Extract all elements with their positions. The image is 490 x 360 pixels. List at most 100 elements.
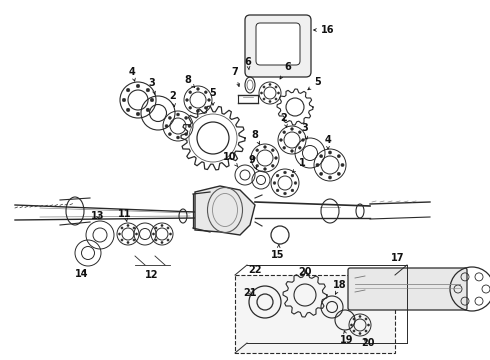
Text: 2: 2 [170,91,176,107]
Text: 18: 18 [333,280,347,294]
Circle shape [189,91,192,94]
Text: 4: 4 [129,67,135,81]
Circle shape [284,192,286,195]
Circle shape [368,324,369,326]
Circle shape [291,127,294,130]
Circle shape [274,157,277,159]
Circle shape [269,84,271,86]
Text: 12: 12 [145,270,159,280]
Circle shape [189,106,192,109]
Text: 15: 15 [271,244,285,260]
Circle shape [263,98,265,100]
Circle shape [365,318,367,320]
Circle shape [126,88,130,92]
Circle shape [284,171,286,174]
Circle shape [165,125,168,127]
Circle shape [161,224,163,226]
Circle shape [167,227,169,229]
Circle shape [337,154,341,158]
Circle shape [204,106,207,109]
Circle shape [353,330,355,332]
FancyBboxPatch shape [348,268,467,310]
Text: 20: 20 [298,267,312,277]
Circle shape [127,224,129,226]
Text: 6: 6 [280,62,292,79]
Circle shape [341,163,344,167]
Circle shape [275,86,277,88]
Circle shape [196,109,199,112]
Circle shape [291,174,294,177]
Circle shape [185,116,188,120]
Circle shape [337,172,341,175]
Circle shape [294,181,297,184]
Circle shape [133,227,135,229]
Circle shape [298,147,301,149]
Circle shape [204,91,207,94]
Circle shape [146,108,150,112]
Circle shape [328,176,332,179]
Circle shape [136,112,140,116]
Circle shape [269,100,271,103]
Circle shape [319,172,323,175]
Circle shape [169,132,171,136]
Circle shape [291,189,294,192]
Circle shape [167,239,169,241]
Text: 13: 13 [91,211,105,221]
Circle shape [136,84,140,88]
Text: 3: 3 [148,78,155,94]
Text: 14: 14 [75,269,89,279]
Circle shape [291,150,294,152]
Circle shape [161,242,163,244]
Circle shape [264,145,267,148]
Polygon shape [195,186,255,235]
Circle shape [122,98,126,102]
Circle shape [353,318,355,320]
FancyBboxPatch shape [245,15,311,77]
Circle shape [275,98,277,100]
Circle shape [264,168,267,170]
Circle shape [196,87,199,90]
Circle shape [133,239,135,241]
Text: 19: 19 [340,331,354,345]
Circle shape [350,324,353,326]
Text: 8: 8 [251,130,260,144]
Circle shape [253,157,255,159]
Circle shape [277,92,280,94]
Circle shape [176,113,179,116]
Text: 1: 1 [293,158,305,172]
Text: 21: 21 [243,288,257,298]
Circle shape [208,99,210,102]
Circle shape [359,332,361,334]
Circle shape [121,239,123,241]
Circle shape [155,227,157,229]
Text: 20: 20 [361,338,375,348]
Text: 8: 8 [185,75,195,87]
Circle shape [146,88,150,92]
Circle shape [271,149,274,152]
Circle shape [319,154,323,158]
Text: 16: 16 [314,25,335,35]
Circle shape [169,116,171,120]
Text: 22: 22 [248,265,262,275]
Circle shape [155,239,157,241]
Circle shape [256,149,259,152]
Circle shape [280,139,282,141]
Circle shape [176,136,179,139]
Text: 4: 4 [324,135,331,149]
FancyBboxPatch shape [235,275,395,353]
Text: 5: 5 [210,88,217,105]
Text: 2: 2 [281,113,287,127]
Text: 3: 3 [302,123,308,139]
Circle shape [276,189,279,192]
Circle shape [127,242,129,244]
Circle shape [302,139,304,141]
Circle shape [283,147,286,149]
Circle shape [359,315,361,318]
Circle shape [316,163,319,167]
Circle shape [273,181,276,184]
Circle shape [263,86,265,88]
Circle shape [152,233,155,235]
Circle shape [188,125,191,127]
Circle shape [283,131,286,134]
Circle shape [328,151,332,154]
